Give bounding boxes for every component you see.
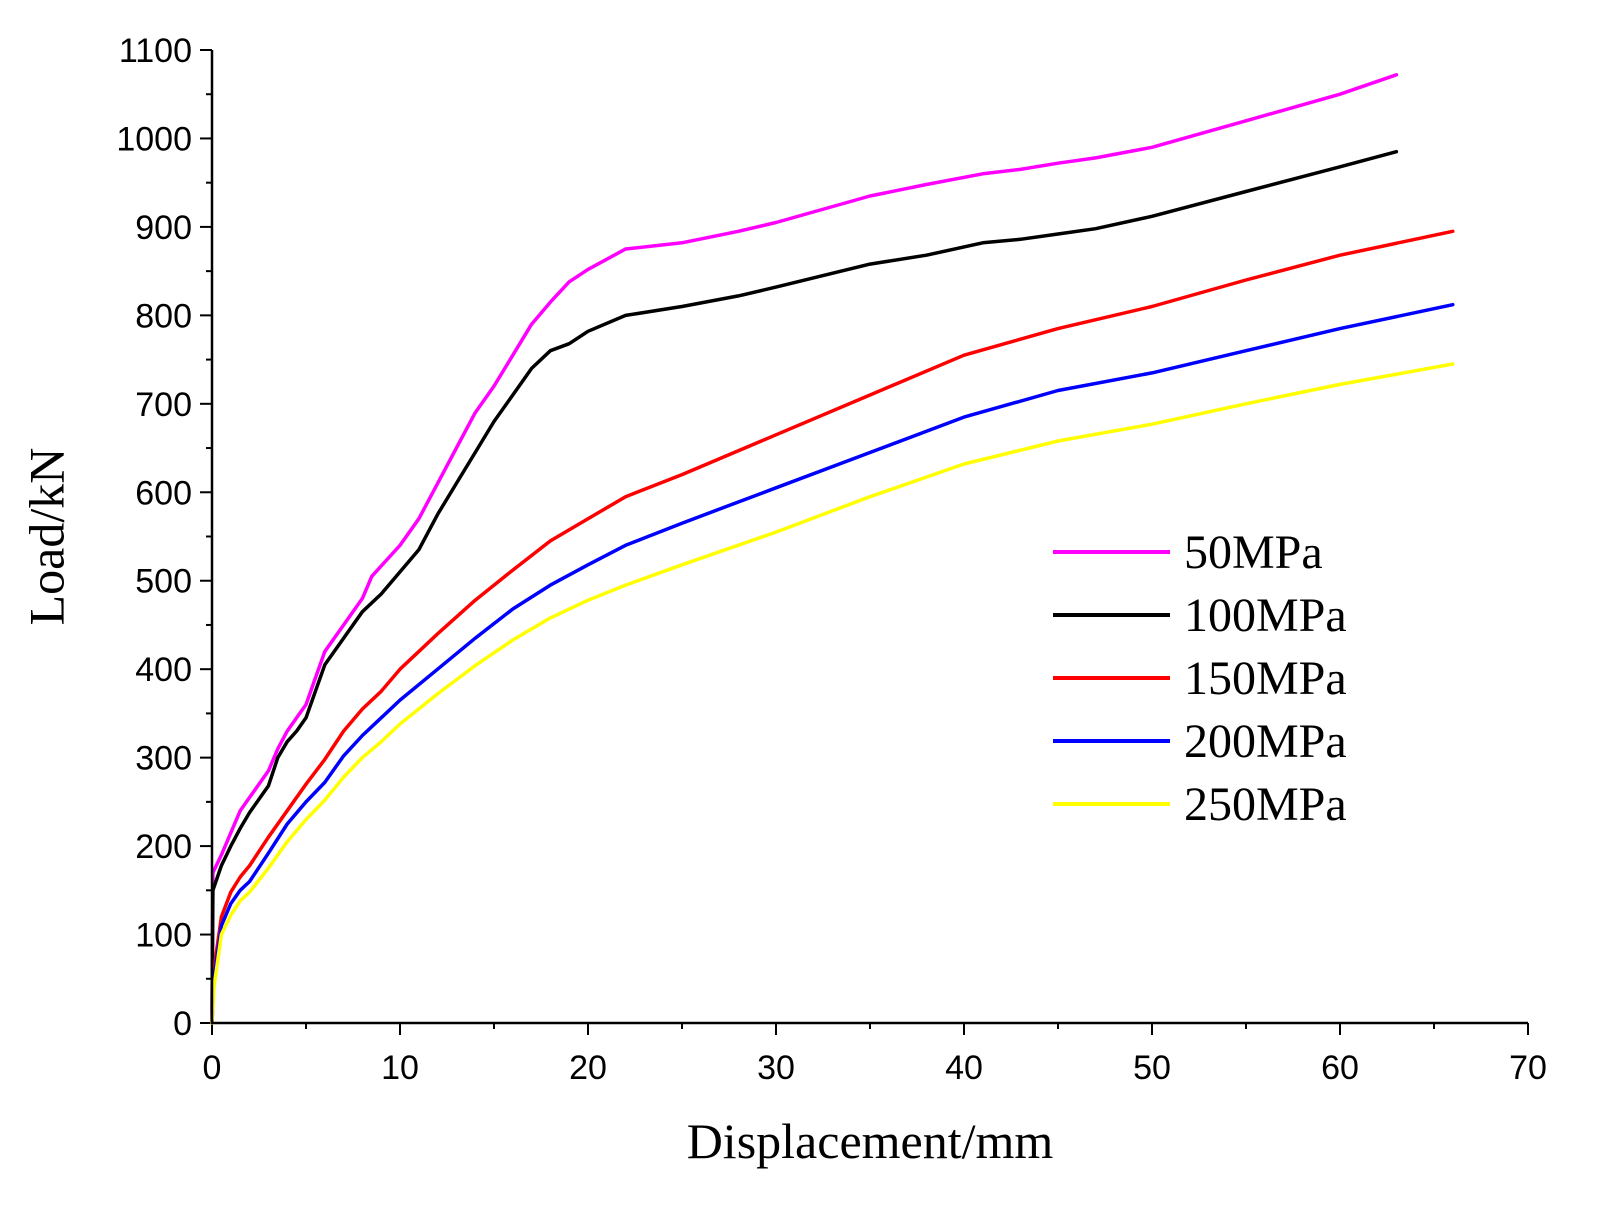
y-tick-label: 1000 bbox=[116, 120, 192, 158]
y-tick-label: 900 bbox=[135, 209, 192, 247]
legend-label-250MPa: 250MPa bbox=[1184, 778, 1347, 831]
legend-label-100MPa: 100MPa bbox=[1184, 589, 1347, 642]
series-line-250MPa bbox=[210, 362, 1455, 1025]
x-tick-label: 70 bbox=[1509, 1049, 1547, 1087]
series-line-200MPa bbox=[210, 302, 1455, 1025]
legend-label-200MPa: 200MPa bbox=[1184, 715, 1347, 768]
y-tick-label: 200 bbox=[135, 828, 192, 866]
x-axis-title: Displacement/mm bbox=[687, 1113, 1054, 1169]
y-tick-label: 400 bbox=[135, 651, 192, 689]
y-tick-label: 1100 bbox=[119, 32, 192, 70]
y-axis-ticks: 0 100 200 300 400 500 600 700 800 900 1000 1100 bbox=[116, 32, 212, 1043]
series-lines bbox=[210, 73, 1455, 1025]
y-axis-title: Load/kN bbox=[18, 448, 74, 626]
x-tick-label: 20 bbox=[569, 1049, 607, 1087]
series-line-150MPa bbox=[210, 229, 1455, 1025]
x-tick-label: 40 bbox=[945, 1049, 983, 1087]
y-tick-label: 600 bbox=[135, 474, 192, 512]
series-line-100MPa bbox=[210, 149, 1399, 1025]
legend-label-50MPa: 50MPa bbox=[1184, 526, 1323, 579]
y-tick-label: 700 bbox=[135, 386, 192, 424]
x-tick-label: 50 bbox=[1133, 1049, 1171, 1087]
x-tick-label: 10 bbox=[381, 1049, 419, 1087]
y-tick-label: 0 bbox=[173, 1005, 192, 1043]
x-tick-label: 30 bbox=[757, 1049, 795, 1087]
legend-label-150MPa: 150MPa bbox=[1184, 652, 1347, 705]
series-line-50MPa bbox=[210, 73, 1399, 1025]
x-axis-ticks: 0 10 20 30 40 50 60 70 bbox=[203, 1023, 1547, 1087]
x-tick-label: 60 bbox=[1321, 1049, 1359, 1087]
y-tick-label: 500 bbox=[135, 563, 192, 601]
x-tick-label: 0 bbox=[203, 1049, 222, 1087]
y-tick-label: 100 bbox=[135, 917, 192, 955]
y-tick-label: 800 bbox=[135, 297, 192, 335]
y-tick-label: 300 bbox=[135, 740, 192, 778]
legend: 50MPa 100MPa 150MPa 200MPa 250MPa bbox=[1053, 526, 1347, 831]
axis-frame bbox=[210, 50, 1528, 1025]
